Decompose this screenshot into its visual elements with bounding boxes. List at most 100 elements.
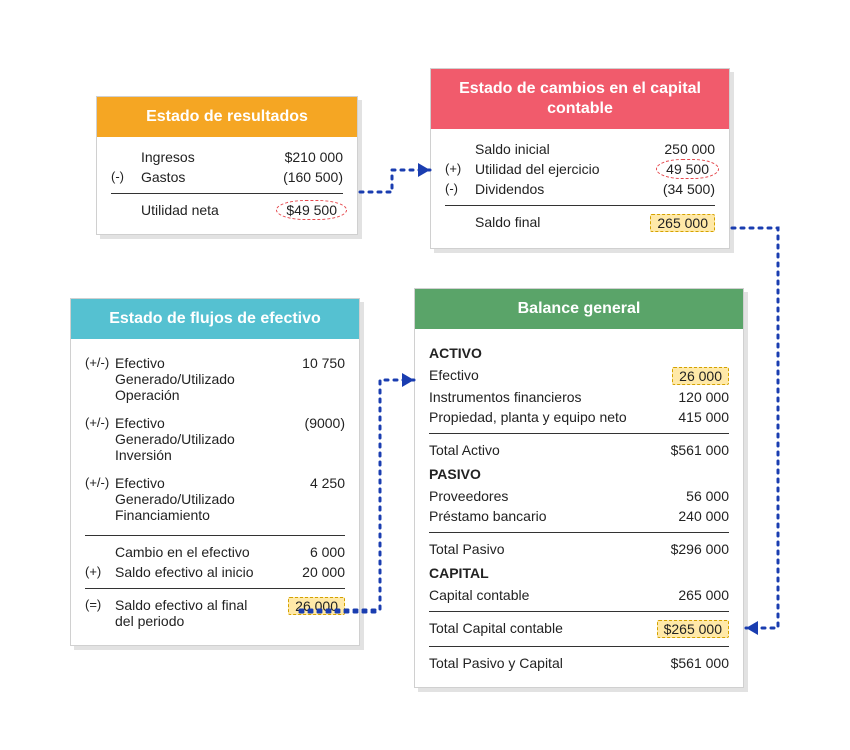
line-item-label: Ingresos: [141, 149, 273, 165]
line-item-label: Instrumentos financieros: [429, 389, 659, 405]
income-total-label: Utilidad neta: [141, 202, 273, 218]
line-item-row: (+)Saldo efectivo al inicio20 000: [85, 562, 345, 582]
net-income-value: $49 500: [280, 202, 343, 218]
line-item-row: Efectivo 26 000: [429, 365, 729, 387]
income-total-row: Utilidad neta $49 500: [111, 200, 343, 220]
sign: (-): [111, 169, 141, 184]
line-item-label: Efectivo Generado/Utilizado Financiamien…: [115, 475, 275, 523]
activo-total-row: Total Activo $561 000: [429, 440, 729, 460]
line-item-row: (-)Gastos(160 500): [111, 167, 343, 187]
grand-total-value: $561 000: [659, 655, 729, 671]
line-item-row: (+/-)Efectivo Generado/Utilizado Inversi…: [85, 409, 345, 469]
pasivo-total-value: $296 000: [659, 541, 729, 557]
cashflow-total-row: (=) Saldo efectivo al final del periodo …: [85, 595, 345, 631]
line-item-label: Cambio en el efectivo: [115, 544, 275, 560]
sign: (+/-): [85, 415, 115, 430]
line-item-row: Saldo inicial250 000: [445, 139, 715, 159]
sign: (+/-): [85, 355, 115, 370]
line-item-value: (34 500): [645, 181, 715, 197]
line-item-row: Préstamo bancario240 000: [429, 506, 729, 526]
line-item-row: Propiedad, planta y equipo neto415 000: [429, 407, 729, 427]
highlighted-value: 26 000: [672, 367, 729, 385]
capital-heading: CAPITAL: [429, 565, 729, 581]
connector-arrowhead-icon: [746, 621, 758, 635]
equity-changes-header: Estado de cambios en el capital contable: [431, 69, 729, 129]
line-item-label: Gastos: [141, 169, 273, 185]
line-item-label: Efectivo: [429, 367, 659, 383]
line-item-label: Efectivo Generado/Utilizado Operación: [115, 355, 275, 403]
line-item-value: $210 000: [273, 149, 343, 165]
balance-sheet-body: ACTIVO Efectivo 26 000 Instrumentos financ…: [415, 329, 743, 687]
connector-line: [360, 170, 430, 192]
pasivo-heading: PASIVO: [429, 466, 729, 482]
circled-value: 49 500: [660, 161, 715, 177]
connector-arrowhead-icon: [402, 373, 414, 387]
equity-changes-card: Estado de cambios en el capital contable…: [430, 68, 730, 249]
rule: [429, 532, 729, 533]
line-item-value: 265 000: [659, 587, 729, 603]
line-item-row: Ingresos$210 000: [111, 147, 343, 167]
equity-changes-body: Saldo inicial250 000(+)Utilidad del ejer…: [431, 129, 729, 248]
pasivo-total-row: Total Pasivo $296 000: [429, 539, 729, 559]
capital-total-value: $265 000: [657, 620, 729, 638]
line-item-value: 20 000: [275, 564, 345, 580]
line-item-row: (-)Dividendos(34 500): [445, 179, 715, 199]
sign: (+/-): [85, 475, 115, 490]
grand-total-label: Total Pasivo y Capital: [429, 655, 659, 671]
capital-total-label: Total Capital contable: [429, 620, 657, 636]
line-item-label: Dividendos: [475, 181, 645, 197]
capital-total-row: Total Capital contable $265 000: [429, 618, 729, 640]
rule: [445, 205, 715, 206]
income-statement-body: Ingresos$210 000(-)Gastos(160 500) Utili…: [97, 137, 357, 234]
income-statement-header: Estado de resultados: [97, 97, 357, 137]
balance-sheet-header: Balance general: [415, 289, 743, 329]
rule: [429, 611, 729, 612]
line-item-value: 6 000: [275, 544, 345, 560]
equity-total-row: Saldo final 265 000: [445, 212, 715, 234]
rule: [429, 646, 729, 647]
line-item-value: 49 500: [645, 161, 715, 177]
line-item-value: 415 000: [659, 409, 729, 425]
equity-total-label: Saldo final: [475, 214, 645, 230]
equity-total-value: 265 000: [645, 214, 715, 232]
line-item-label: Saldo efectivo al inicio: [115, 564, 275, 580]
line-item-value: (9000): [275, 415, 345, 431]
activo-total-label: Total Activo: [429, 442, 659, 458]
line-item-label: Préstamo bancario: [429, 508, 659, 524]
income-statement-card: Estado de resultados Ingresos$210 000(-)…: [96, 96, 358, 235]
line-item-row: Proveedores56 000: [429, 486, 729, 506]
equals-sign: (=): [85, 597, 115, 612]
sign: (-): [445, 181, 475, 196]
activo-total-value: $561 000: [659, 442, 729, 458]
connector-arrowhead-icon: [418, 163, 430, 177]
cashflow-total-label: Saldo efectivo al final del periodo: [115, 597, 275, 629]
cashflow-statement-card: Estado de flujos de efectivo (+/-)Efecti…: [70, 298, 360, 646]
line-item-label: Saldo inicial: [475, 141, 645, 157]
income-total-value: $49 500: [273, 202, 343, 218]
line-item-row: Cambio en el efectivo6 000: [85, 542, 345, 562]
equity-final-balance: 265 000: [650, 214, 715, 232]
sign: (+): [85, 564, 115, 579]
line-item-row: Capital contable265 000: [429, 585, 729, 605]
rule: [429, 433, 729, 434]
cashflow-total-value: 26 000: [275, 597, 345, 615]
rule: [85, 535, 345, 536]
cashflow-statement-body: (+/-)Efectivo Generado/Utilizado Operaci…: [71, 339, 359, 645]
line-item-value: 26 000: [659, 367, 729, 385]
line-item-value: 240 000: [659, 508, 729, 524]
line-item-row: (+/-)Efectivo Generado/Utilizado Financi…: [85, 469, 345, 529]
line-item-value: 250 000: [645, 141, 715, 157]
line-item-label: Proveedores: [429, 488, 659, 504]
rule: [85, 588, 345, 589]
pasivo-total-label: Total Pasivo: [429, 541, 659, 557]
line-item-row: (+)Utilidad del ejercicio49 500: [445, 159, 715, 179]
line-item-value: (160 500): [273, 169, 343, 185]
line-item-value: 120 000: [659, 389, 729, 405]
cashflow-statement-header: Estado de flujos de efectivo: [71, 299, 359, 339]
line-item-row: (+/-)Efectivo Generado/Utilizado Operaci…: [85, 349, 345, 409]
line-item-label: Utilidad del ejercicio: [475, 161, 645, 177]
activo-heading: ACTIVO: [429, 345, 729, 361]
balance-sheet-card: Balance general ACTIVO Efectivo 26 000 Ins…: [414, 288, 744, 688]
line-item-value: 10 750: [275, 355, 345, 371]
total-capital-value: $265 000: [657, 620, 729, 638]
